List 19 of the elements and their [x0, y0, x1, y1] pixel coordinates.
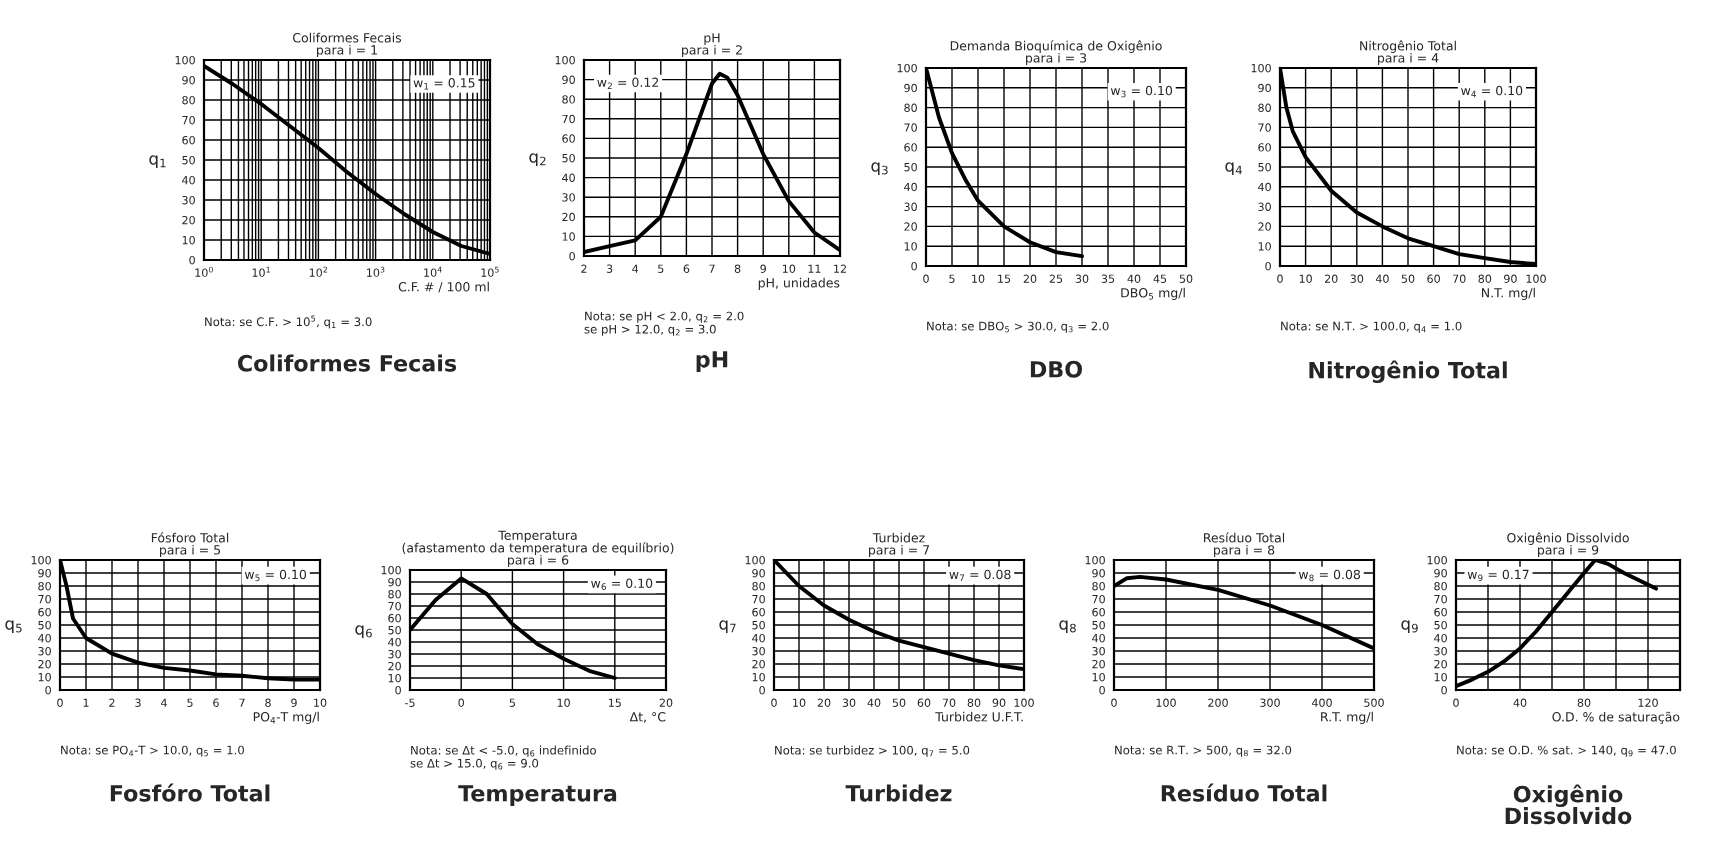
line-series: [204, 64, 490, 256]
text: Nitrogênio Total: [1309, 360, 1507, 384]
y-axis-title: q$_{3}$: [871, 162, 888, 176]
text: Turbidez: [845, 784, 952, 802]
text: Coliformes Fecais: [237, 354, 457, 372]
y-axis-title: q$_{6}$: [355, 625, 372, 639]
y-axis-title: q$_{5}$: [5, 620, 22, 634]
y-axis-title: q$_{1}$: [149, 155, 166, 169]
y-axis-title: q$_{9}$: [1401, 620, 1418, 634]
text: Oxigênio Dissolvido: [1505, 784, 1632, 825]
y-axis-title: q$_{7}$: [719, 620, 736, 634]
y-axis-title: q$_{2}$: [529, 153, 546, 167]
y-axis-title: q$_{8}$: [1059, 620, 1076, 634]
text: Fosfóro Total: [110, 783, 270, 802]
text: Temperatura: [458, 785, 617, 806]
text: Resíduo Total: [1161, 783, 1327, 802]
text: pH: [696, 351, 728, 372]
text: DBO: [1030, 360, 1083, 378]
y-axis-title: q$_{4}$: [1225, 162, 1242, 176]
